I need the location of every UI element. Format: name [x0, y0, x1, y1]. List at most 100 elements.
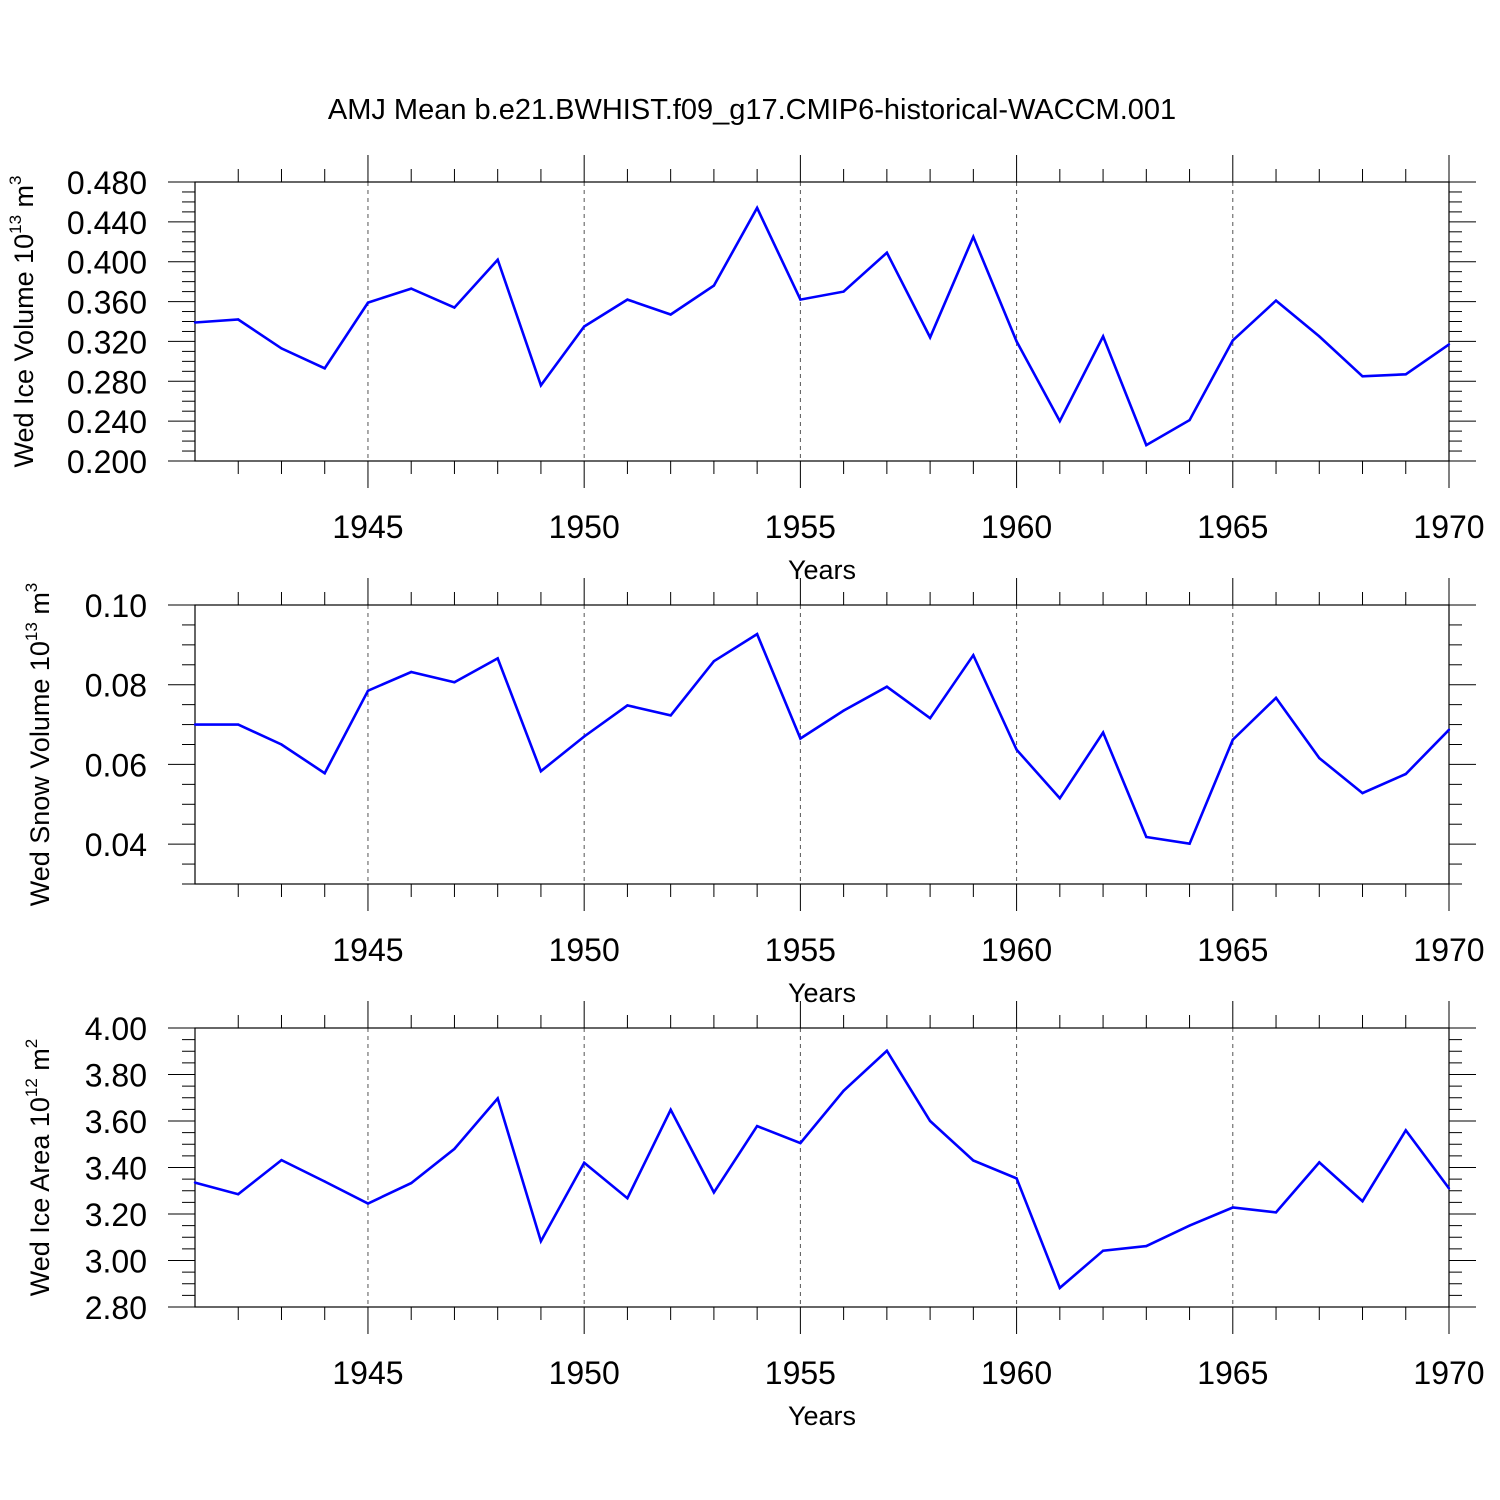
x-tick-label: 1960	[981, 1355, 1052, 1391]
x-tick-label: 1945	[332, 932, 403, 968]
data-point	[539, 1240, 543, 1243]
data-point	[1188, 842, 1191, 845]
data-point	[496, 258, 499, 261]
x-tick-label: 1950	[549, 932, 620, 968]
y-axis-label: Wed Ice Area 1012 m2	[22, 1039, 55, 1297]
y-axis-label-superscript: 2	[22, 1039, 41, 1048]
x-axis-label: Years	[788, 1401, 856, 1431]
data-point	[842, 290, 845, 293]
data-point	[755, 206, 759, 210]
data-point	[496, 657, 499, 660]
data-point	[1231, 1206, 1234, 1209]
x-axis-label: Years	[788, 555, 856, 585]
data-point	[193, 321, 197, 324]
series-line	[195, 632, 1450, 846]
x-tick-label: 1965	[1197, 1355, 1268, 1391]
y-axis-label-text: m	[25, 592, 55, 622]
data-point	[1318, 1161, 1321, 1164]
x-tick-label: 1955	[765, 932, 836, 968]
data-point	[1101, 1249, 1105, 1252]
data-point	[193, 1181, 197, 1184]
data-point	[539, 384, 543, 387]
data-point	[1058, 1286, 1062, 1290]
x-tick-label: 1955	[765, 509, 836, 545]
y-axis-label-text: Wed Ice Area 10	[25, 1097, 55, 1296]
y-tick-label: 3.60	[85, 1104, 147, 1140]
data-point	[453, 681, 456, 684]
x-tick-label: 1955	[765, 1355, 836, 1391]
data-point	[799, 737, 802, 740]
chart-panel-1: 1945 1950 1955 1960 1965 1970 Years 0.200 0.240 0…	[6, 155, 1485, 585]
y-axis-label-superscript: 13	[22, 622, 41, 641]
y-axis-label-text: m	[9, 185, 39, 215]
y-tick-label: 0.06	[85, 747, 147, 783]
x-tick-label: 1965	[1197, 509, 1268, 545]
data-point	[280, 743, 283, 746]
x-tick-label: 1970	[1413, 932, 1484, 968]
data-point	[669, 714, 672, 717]
data-point	[885, 251, 889, 254]
data-point	[582, 735, 586, 738]
data-point	[928, 716, 932, 720]
data-point	[1447, 343, 1451, 346]
data-point	[669, 1108, 672, 1112]
data-point	[1447, 1187, 1451, 1190]
y-axis-label: Wed Snow Volume 1013 m3	[22, 583, 55, 907]
y-axis-label: Wed Ice Volume 1013 m3	[6, 175, 39, 467]
data-point	[410, 287, 413, 290]
data-point	[1318, 756, 1321, 760]
data-point	[712, 659, 716, 663]
data-point	[237, 723, 240, 726]
x-tick-label: 1945	[332, 509, 403, 545]
data-point	[1145, 1244, 1148, 1248]
y-tick-label: 0.200	[67, 444, 147, 480]
data-point	[626, 704, 629, 707]
data-point	[1447, 728, 1451, 731]
data-point	[626, 298, 629, 301]
y-axis-label-text: Wed Snow Volume 10	[25, 641, 55, 906]
y-tick-label: 2.80	[85, 1290, 147, 1326]
data-point	[972, 654, 975, 657]
data-point	[885, 685, 889, 688]
y-tick-label: 0.280	[67, 364, 147, 400]
data-point	[1145, 835, 1148, 839]
y-tick-label: 0.240	[67, 404, 147, 440]
data-point	[1058, 797, 1062, 800]
data-point	[1145, 443, 1148, 447]
y-axis-label-superscript: 12	[22, 1078, 41, 1097]
data-point	[1318, 335, 1321, 338]
y-tick-label: 0.08	[85, 668, 147, 704]
y-tick-label: 3.40	[85, 1151, 147, 1187]
data-point	[1015, 748, 1018, 751]
y-tick-label: 0.360	[67, 285, 147, 321]
chart-panels: 1945 1950 1955 1960 1965 1970 Years 0.200 0.240 0…	[6, 155, 1485, 1431]
data-point	[755, 632, 759, 636]
y-axis-label-superscript: 13	[6, 215, 25, 234]
data-point	[237, 1193, 240, 1196]
data-point	[237, 318, 240, 321]
data-point	[323, 367, 326, 370]
y-tick-label: 3.80	[85, 1058, 147, 1094]
data-point	[928, 1119, 932, 1123]
y-tick-label: 3.00	[85, 1244, 147, 1280]
data-point	[842, 709, 845, 712]
data-point	[280, 1158, 283, 1162]
data-point	[323, 771, 326, 775]
y-tick-label: 0.320	[67, 324, 147, 360]
data-point	[410, 670, 413, 674]
data-point	[1404, 772, 1407, 776]
data-point	[1404, 373, 1407, 376]
data-point	[1231, 339, 1234, 342]
x-tick-label: 1960	[981, 509, 1052, 545]
data-point	[1231, 738, 1234, 741]
data-point	[582, 1161, 586, 1165]
x-tick-label: 1970	[1413, 1355, 1484, 1391]
x-tick-label: 1960	[981, 932, 1052, 968]
data-point	[669, 313, 672, 316]
data-point	[712, 284, 716, 287]
data-point	[885, 1049, 889, 1052]
y-tick-label: 0.400	[67, 245, 147, 281]
data-point	[799, 298, 802, 301]
